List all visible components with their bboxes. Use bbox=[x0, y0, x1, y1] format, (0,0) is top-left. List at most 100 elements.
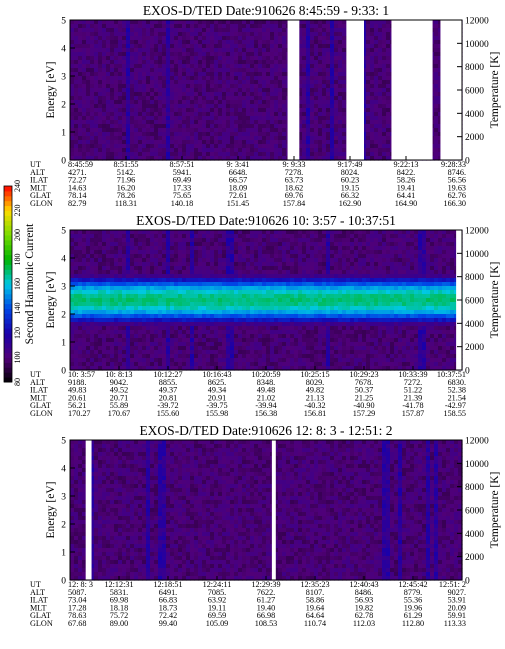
heatmap-cell bbox=[258, 100, 263, 105]
table-cell: 9:28:33 bbox=[441, 160, 466, 169]
heatmap-cell bbox=[322, 52, 327, 57]
heatmap-cell bbox=[202, 92, 207, 97]
heatmap-cell bbox=[246, 140, 251, 145]
heatmap-cell bbox=[74, 230, 79, 235]
heatmap-cell bbox=[258, 40, 263, 45]
heatmap-cell bbox=[158, 350, 163, 355]
heatmap-cell bbox=[234, 310, 239, 315]
heatmap-cell bbox=[226, 342, 231, 347]
heatmap-cell bbox=[86, 92, 91, 97]
heatmap-cell bbox=[98, 80, 103, 85]
heatmap-cell bbox=[318, 48, 323, 53]
heatmap-cell bbox=[102, 80, 107, 85]
heatmap-cell bbox=[162, 92, 167, 97]
heatmap-cell bbox=[386, 56, 391, 61]
heatmap-cell bbox=[234, 274, 239, 279]
heatmap-cell bbox=[298, 144, 303, 149]
heatmap-cell bbox=[362, 64, 367, 69]
heatmap-cell bbox=[98, 60, 103, 65]
heatmap-cell bbox=[434, 60, 439, 65]
heatmap-cell bbox=[134, 32, 139, 37]
heatmap-cell bbox=[214, 60, 219, 65]
heatmap-cell bbox=[174, 350, 179, 355]
heatmap-cell bbox=[94, 366, 99, 371]
heatmap-cell bbox=[170, 358, 175, 363]
heatmap-cell bbox=[386, 140, 391, 145]
heatmap-cell bbox=[222, 32, 227, 37]
heatmap-cell bbox=[222, 338, 227, 343]
heatmap-cell bbox=[342, 88, 347, 93]
heatmap-cell bbox=[90, 250, 95, 255]
heatmap-cell bbox=[122, 342, 127, 347]
heatmap-cell bbox=[122, 24, 127, 29]
heatmap-cell bbox=[282, 84, 287, 89]
heatmap-cell bbox=[198, 338, 203, 343]
heatmap-cell bbox=[342, 108, 347, 113]
heatmap-cell bbox=[118, 44, 123, 49]
heatmap-cell bbox=[330, 108, 335, 113]
table-cell: 72.27 bbox=[68, 176, 86, 185]
heatmap-cell bbox=[238, 60, 243, 65]
heatmap-cell bbox=[86, 302, 91, 307]
heatmap-cell bbox=[118, 52, 123, 57]
heatmap-cell bbox=[98, 68, 103, 73]
heatmap-cell bbox=[378, 156, 383, 161]
heatmap-cell bbox=[146, 338, 151, 343]
heatmap-cell bbox=[174, 20, 179, 25]
heatmap-cell bbox=[210, 140, 215, 145]
heatmap-cell bbox=[150, 24, 155, 29]
heatmap-cell bbox=[130, 238, 135, 243]
heatmap-cell bbox=[198, 354, 203, 359]
heatmap-cell bbox=[382, 128, 387, 133]
heatmap-cell bbox=[170, 72, 175, 77]
heatmap-cell bbox=[366, 136, 371, 141]
heatmap-cell bbox=[254, 124, 259, 129]
heatmap-cell bbox=[110, 36, 115, 41]
heatmap-cell bbox=[378, 100, 383, 105]
heatmap-cell bbox=[114, 366, 119, 371]
heatmap-cell bbox=[114, 318, 119, 323]
heatmap-cell bbox=[70, 362, 75, 367]
heatmap-cell bbox=[194, 32, 199, 37]
heatmap-cell bbox=[218, 262, 223, 267]
heatmap-cell bbox=[234, 120, 239, 125]
heatmap-cell bbox=[186, 338, 191, 343]
heatmap-cell bbox=[182, 286, 187, 291]
heatmap-cell bbox=[222, 238, 227, 243]
heatmap-cell bbox=[198, 290, 203, 295]
table-cell: 4271. bbox=[68, 168, 86, 177]
heatmap-cell bbox=[330, 36, 335, 41]
heatmap-cell bbox=[374, 108, 379, 113]
heatmap-cell bbox=[94, 250, 99, 255]
heatmap-cell bbox=[98, 100, 103, 105]
heatmap-cell bbox=[242, 68, 247, 73]
heatmap-cell bbox=[154, 274, 159, 279]
heatmap-cell bbox=[386, 92, 391, 97]
heatmap-cell bbox=[110, 286, 115, 291]
heatmap-cell bbox=[166, 258, 171, 263]
heatmap-cell bbox=[170, 132, 175, 137]
heatmap-cell bbox=[298, 104, 303, 109]
heatmap-cell bbox=[238, 52, 243, 57]
heatmap-cell bbox=[222, 234, 227, 239]
heatmap-cell bbox=[106, 258, 111, 263]
heatmap-cell bbox=[186, 282, 191, 287]
heatmap-cell bbox=[122, 68, 127, 73]
heatmap-cell bbox=[186, 88, 191, 93]
heatmap-cell bbox=[306, 116, 311, 121]
heatmap-cell bbox=[170, 310, 175, 315]
heatmap-cell bbox=[138, 48, 143, 53]
heatmap-cell bbox=[218, 342, 223, 347]
heatmap-cell bbox=[262, 32, 267, 37]
heatmap-cell bbox=[178, 242, 183, 247]
heatmap-cell bbox=[126, 124, 131, 129]
heatmap-cell bbox=[74, 262, 79, 267]
heatmap-cell bbox=[130, 294, 135, 299]
heatmap-cell bbox=[322, 64, 327, 69]
heatmap-cell bbox=[342, 96, 347, 101]
heatmap-cell bbox=[94, 302, 99, 307]
heatmap-cell bbox=[170, 80, 175, 85]
heatmap-cell bbox=[186, 298, 191, 303]
heatmap-cell bbox=[190, 358, 195, 363]
heatmap-cell bbox=[98, 116, 103, 121]
